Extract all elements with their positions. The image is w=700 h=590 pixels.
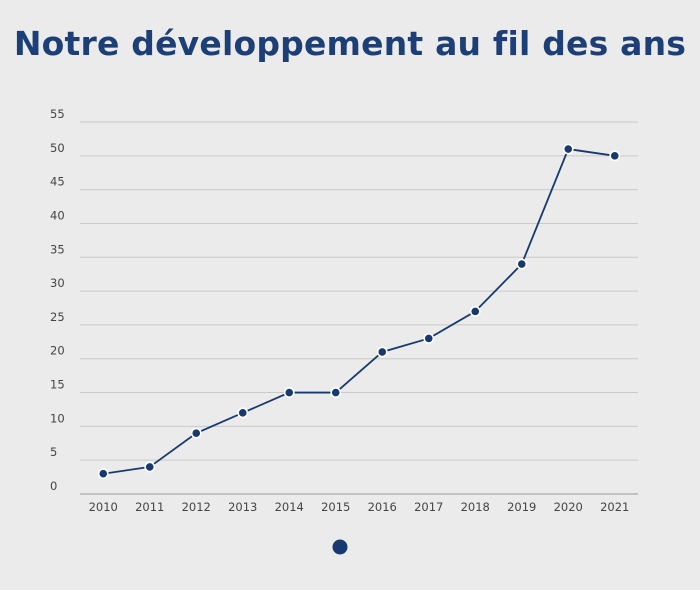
y-tick-label: 35 [50, 242, 65, 256]
y-tick-label: 25 [50, 310, 65, 324]
x-tick-label: 2014 [275, 500, 304, 514]
y-tick-label: 5 [50, 445, 57, 459]
x-tick-label: 2013 [228, 500, 257, 514]
y-tick-label: 10 [50, 411, 65, 425]
series [97, 143, 621, 480]
y-tick-label: 50 [50, 141, 65, 155]
legend [332, 539, 348, 555]
x-tick-label: 2016 [368, 500, 397, 514]
data-point [283, 387, 295, 398]
data-point [516, 258, 528, 270]
x-tick-label: 2015 [321, 500, 350, 514]
data-point [330, 387, 342, 398]
data-point [190, 427, 202, 439]
grid-lines [80, 121, 638, 495]
data-point [469, 305, 481, 317]
x-tick-label: 2020 [554, 500, 583, 514]
data-point [144, 461, 156, 473]
chart-title: Notre développement au fil des ans [13, 24, 687, 63]
y-tick-label: 20 [50, 344, 65, 358]
y-axis-ticks: 0 5 10 15 20 25 30 35 40 45 50 55 [50, 107, 65, 493]
y-tick-label: 45 [50, 175, 65, 189]
x-tick-label: 2011 [135, 500, 164, 514]
data-point [423, 333, 435, 344]
x-tick-label: 2010 [89, 500, 118, 514]
x-tick-label: 2019 [507, 500, 536, 514]
y-tick-label: 0 [50, 479, 57, 493]
data-point [562, 143, 574, 155]
x-tick-label: 2018 [461, 500, 490, 514]
series-line [103, 148, 615, 475]
y-tick-label: 55 [50, 107, 65, 121]
y-tick-label: 15 [50, 378, 65, 392]
x-tick-label: 2017 [414, 500, 443, 514]
y-tick-label: 30 [50, 276, 65, 290]
data-point [237, 407, 249, 419]
data-point [376, 346, 388, 358]
data-point [97, 468, 109, 480]
legend-marker[interactable] [332, 539, 348, 555]
x-tick-label: 2021 [600, 500, 629, 514]
x-axis-ticks: 2010 2011 2012 2013 2014 2015 2016 2017 2018 2019… [89, 500, 630, 514]
data-point [609, 150, 621, 162]
x-tick-label: 2012 [182, 500, 211, 514]
y-tick-label: 40 [50, 208, 65, 222]
